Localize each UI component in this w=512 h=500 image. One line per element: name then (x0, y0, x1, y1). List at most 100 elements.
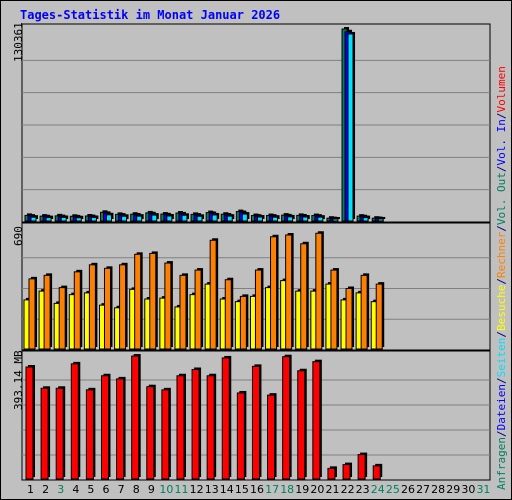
bar-volume (100, 375, 109, 480)
bar-volume (131, 355, 140, 480)
bar-seiten-shadow (334, 217, 340, 219)
bar-rechner (28, 278, 36, 350)
day-tick-label: 27 (416, 483, 430, 496)
bar-volume (372, 465, 381, 480)
bar-seiten (45, 217, 52, 222)
chart-title: Tages-Statistik im Monat Januar 2026 (20, 8, 281, 22)
day-tick-label: 9 (148, 483, 155, 496)
day-tick-label: 24 (371, 483, 385, 496)
bar-seiten (151, 214, 158, 222)
day-tick-label: 3 (57, 483, 64, 496)
bar-rechner (315, 232, 323, 350)
bar-seiten (377, 218, 384, 222)
bar-seiten (211, 214, 218, 222)
bar-rechner (88, 264, 96, 350)
bar-rechner (164, 262, 172, 350)
bar-seiten (347, 33, 354, 222)
bar-volume (267, 394, 276, 480)
day-tick-label: 8 (133, 483, 140, 496)
bar-seiten (90, 216, 97, 222)
bar-volume (55, 387, 64, 480)
bar-seiten (60, 216, 67, 222)
bar-rechner (254, 269, 262, 350)
day-tick-label: 25 (386, 483, 400, 496)
bar-seiten-shadow (380, 216, 386, 219)
bar-volume (251, 365, 260, 480)
day-tick-label: 20 (310, 483, 324, 496)
bar-volume (221, 357, 230, 480)
bar-seiten (166, 215, 173, 222)
bar-seiten (362, 217, 369, 222)
bar-rechner (209, 239, 217, 350)
day-tick-label: 29 (446, 483, 460, 496)
bar-seiten (317, 216, 324, 222)
bar-rechner (360, 274, 368, 350)
bar-seiten (256, 216, 263, 222)
day-tick-label: 10 (159, 483, 173, 496)
bar-seiten (30, 216, 37, 222)
bar-dateien-shadow (377, 216, 383, 219)
bar-volume (146, 386, 155, 480)
day-tick-label: 11 (175, 483, 189, 496)
bar-seiten (272, 216, 279, 222)
bar-rechner (134, 253, 142, 350)
bar-rechner (224, 279, 232, 350)
day-tick-label: 4 (72, 483, 79, 496)
bar-rechner (270, 236, 278, 350)
day-tick-label: 26 (401, 483, 415, 496)
bar-rechner (179, 274, 187, 350)
bar-seiten (287, 216, 294, 222)
bar-volume (116, 378, 125, 480)
bar-volume (176, 375, 185, 480)
bar-seiten (226, 215, 233, 222)
bar-volume (297, 370, 306, 480)
bar-seiten (75, 217, 82, 222)
bar-rechner (375, 283, 383, 350)
bar-rechner (149, 252, 157, 350)
bar-rechner (330, 269, 338, 350)
bar-rechner (194, 269, 202, 350)
bar-rechner (239, 295, 247, 350)
day-tick-label: 14 (220, 483, 234, 496)
day-tick-label: 28 (431, 483, 445, 496)
bar-rechner (58, 287, 66, 350)
day-tick-label: 1 (27, 483, 34, 496)
bar-seiten (241, 213, 248, 222)
bar-rechner (285, 234, 293, 350)
day-tick-label: 30 (461, 483, 475, 496)
day-tick-label: 18 (280, 483, 294, 496)
bar-volume (357, 454, 366, 480)
day-tick-label: 16 (250, 483, 264, 496)
day-tick-label: 19 (295, 483, 309, 496)
bar-volume (282, 356, 291, 480)
bar-volume (206, 375, 215, 480)
day-tick-label: 17 (265, 483, 279, 496)
bar-anfragen-shadow (328, 216, 334, 219)
bar-seiten (196, 215, 203, 222)
bar-seiten (181, 214, 188, 222)
bar-rechner (103, 267, 111, 350)
day-tick-label: 21 (325, 483, 339, 496)
day-tick-label: 23 (356, 483, 370, 496)
day-tick-label: 6 (103, 483, 110, 496)
day-tick-label: 7 (118, 483, 125, 496)
bar-rechner (345, 288, 353, 350)
panel-frame (21, 23, 491, 223)
bar-rechner (73, 271, 81, 350)
bar-volume (40, 387, 49, 480)
bar-volume (25, 366, 34, 480)
bar-volume (161, 389, 170, 480)
bar-seiten (302, 216, 309, 222)
day-tick-label: 31 (476, 483, 490, 496)
day-tick-label: 13 (205, 483, 219, 496)
bar-seiten (332, 218, 339, 222)
bar-volume (236, 392, 245, 480)
bar-volume (327, 467, 336, 480)
bar-anfragen-shadow (374, 216, 380, 219)
day-tick-label: 2 (42, 483, 49, 496)
bar-seiten (136, 215, 143, 222)
bar-rechner (300, 243, 308, 350)
bar-seiten (121, 215, 128, 222)
bar-volume (191, 368, 200, 480)
